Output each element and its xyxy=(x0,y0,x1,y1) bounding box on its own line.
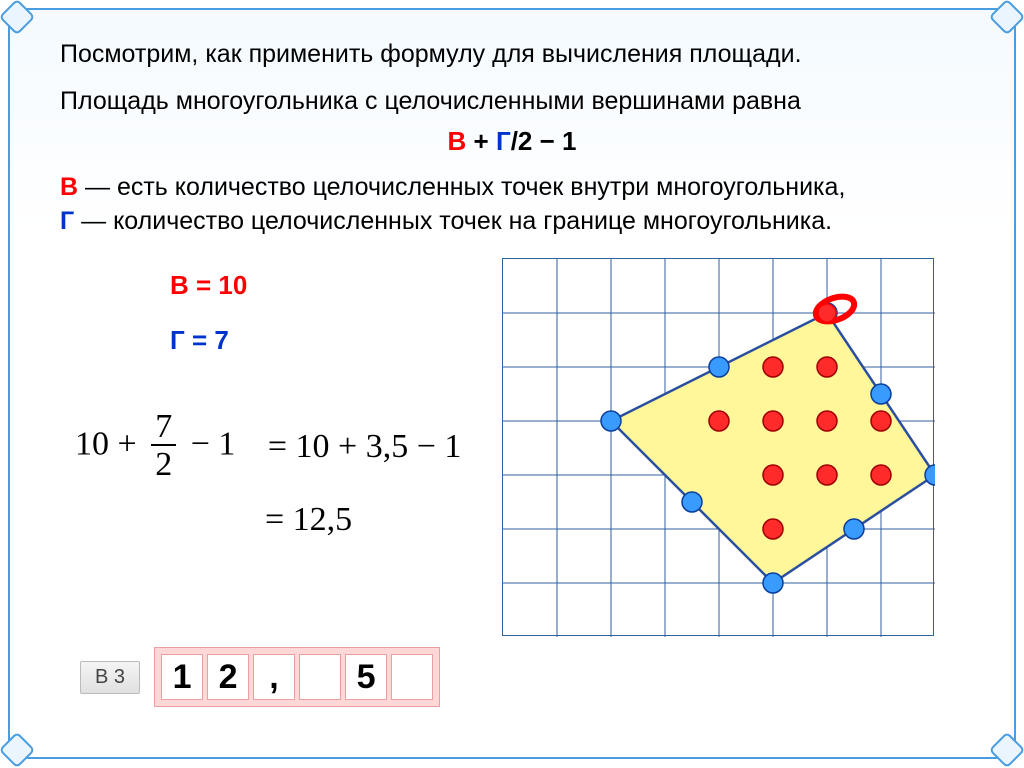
corner-ornament xyxy=(989,732,1024,768)
corner-ornament xyxy=(0,732,35,768)
grid-svg xyxy=(503,259,935,637)
intro-line-1: Посмотрим, как применить формулу для выч… xyxy=(60,40,964,69)
answer-cell[interactable]: , xyxy=(253,654,295,700)
answer-cell[interactable]: 1 xyxy=(161,654,203,700)
formula-plus: + xyxy=(466,126,496,156)
def-g-symbol: Г xyxy=(60,207,74,235)
definitions: В — есть количество целочисленных точек … xyxy=(60,171,964,239)
def-b-text: — есть количество целочисленных точек вн… xyxy=(78,173,845,201)
answer-cells: 12,5 xyxy=(154,647,440,707)
value-b: В = 10 xyxy=(170,270,247,301)
content-area: Посмотрим, как применить формулу для выч… xyxy=(60,40,964,727)
calc-frac-den: 2 xyxy=(151,446,176,483)
answer-bar: В 3 12,5 xyxy=(80,647,440,707)
slide-frame: Посмотрим, как применить формулу для выч… xyxy=(8,8,1016,759)
formula-b: В xyxy=(448,126,467,156)
formula-g: Г xyxy=(496,126,511,156)
lattice-diagram xyxy=(502,258,934,636)
def-g-text: — количество целочисленных точек на гран… xyxy=(74,207,832,235)
corner-ornament xyxy=(0,0,35,35)
calc-minus-1: 1 xyxy=(218,426,235,463)
calc-fraction: 7 2 xyxy=(151,410,176,483)
intro-line-2: Площадь многоугольника с целочисленными … xyxy=(60,87,964,116)
answer-cell[interactable] xyxy=(391,654,433,700)
answer-cell[interactable]: 5 xyxy=(345,654,387,700)
calc-lhs-10: 10 xyxy=(75,426,109,463)
answer-cell[interactable]: 2 xyxy=(207,654,249,700)
value-block: В = 10 Г = 7 xyxy=(170,270,247,356)
calc-row-1: 10 + 7 2 − 1 = 10 + 3,5 − 1 xyxy=(75,410,461,483)
calc-frac-num: 7 xyxy=(151,410,176,446)
answer-cell[interactable] xyxy=(299,654,341,700)
corner-ornament xyxy=(989,0,1024,35)
def-b-symbol: В xyxy=(60,173,78,201)
picks-formula: В + Г/2 − 1 xyxy=(60,126,964,157)
value-g: Г = 7 xyxy=(170,325,247,356)
task-number-button[interactable]: В 3 xyxy=(80,661,140,694)
calc-eq-1: = 10 + 3,5 − 1 xyxy=(268,428,462,466)
formula-rest: /2 − 1 xyxy=(511,126,577,156)
calc-eq-2: = 12,5 xyxy=(265,501,461,539)
calculation: 10 + 7 2 − 1 = 10 + 3,5 − 1 = 12,5 xyxy=(75,410,461,539)
